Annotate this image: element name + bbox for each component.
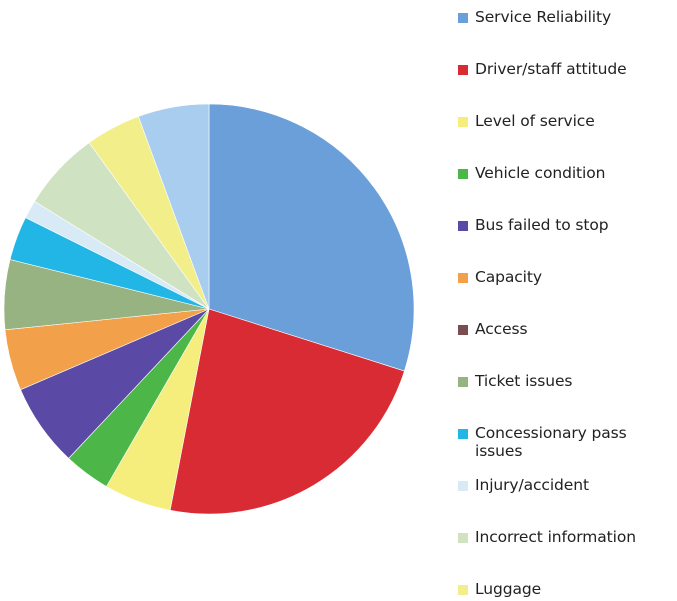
- legend-swatch: [458, 533, 468, 543]
- legend-label: Service Reliability: [475, 8, 612, 26]
- legend-label: Incorrect information: [475, 528, 636, 546]
- legend-swatch: [458, 13, 468, 23]
- legend-swatch: [458, 429, 468, 439]
- legend-swatch: [458, 325, 468, 335]
- pie-slice: [169, 308, 405, 515]
- legend-label: Access: [475, 320, 528, 338]
- legend-swatch: [458, 481, 468, 491]
- legend-label: Bus failed to stop: [475, 216, 609, 234]
- legend-item: Luggage: [458, 580, 677, 598]
- legend-label: Luggage: [475, 580, 542, 598]
- legend-item: Bus failed to stop: [458, 216, 677, 234]
- pie-slice: [208, 103, 415, 372]
- pie-slice: [138, 103, 210, 310]
- legend-item: Ticket issues: [458, 372, 677, 390]
- pie-slices: [3, 103, 415, 515]
- legend-label: Ticket issues: [475, 372, 573, 390]
- legend-item: Incorrect information: [458, 528, 677, 546]
- legend-label: Concessionary pass issues: [475, 424, 627, 460]
- legend-swatch: [458, 117, 468, 127]
- legend-item: Capacity: [458, 268, 677, 286]
- legend-swatch: [458, 169, 468, 179]
- legend-label: Driver/staff attitude: [475, 60, 627, 78]
- legend-swatch: [458, 221, 468, 231]
- legend-item: Level of service: [458, 112, 677, 130]
- legend-item: Access: [458, 320, 677, 338]
- legend-label: Vehicle condition: [475, 164, 606, 182]
- legend-label: Level of service: [475, 112, 595, 130]
- legend-swatch: [458, 273, 468, 283]
- legend-label: Injury/accident: [475, 476, 589, 494]
- legend-label: Capacity: [475, 268, 542, 286]
- legend-swatch: [458, 65, 468, 75]
- legend-item: Service Reliability: [458, 8, 677, 26]
- legend-swatch: [458, 585, 468, 595]
- legend-item: Concessionary pass issues: [458, 424, 677, 460]
- legend-swatch: [458, 377, 468, 387]
- legend-item: Injury/accident: [458, 476, 677, 494]
- legend-item: Driver/staff attitude: [458, 60, 677, 78]
- legend-item: Vehicle condition: [458, 164, 677, 182]
